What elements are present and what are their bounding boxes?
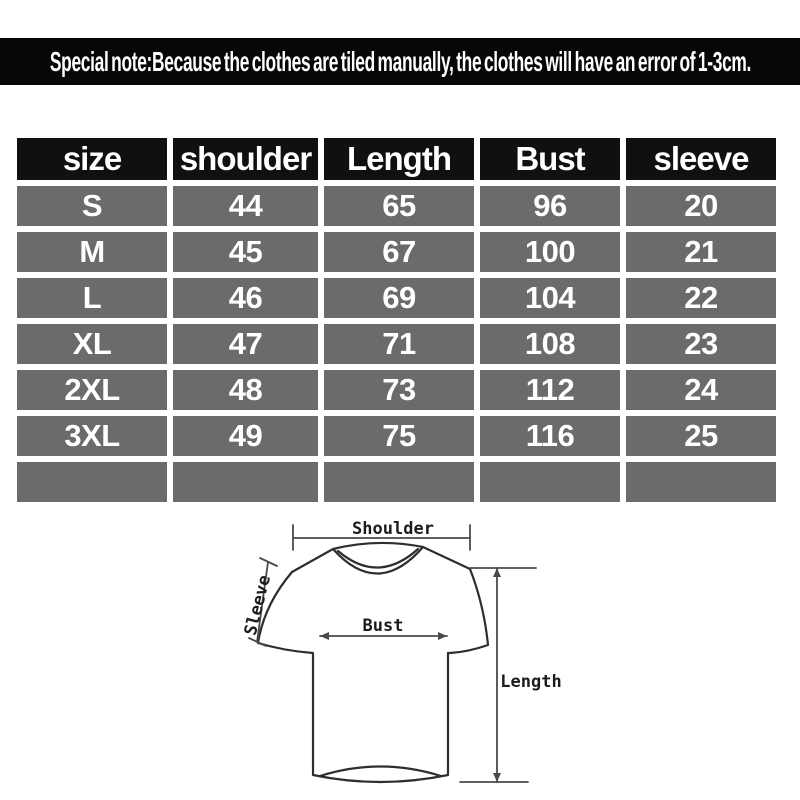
table-row: L 46 69 104 22 — [17, 278, 776, 318]
sleeve-top-tick — [259, 557, 278, 567]
header-sleeve: sleeve — [626, 138, 776, 180]
bust-label: Bust — [363, 616, 404, 636]
sleeve-measure-line — [256, 561, 269, 643]
header-length: Length — [324, 138, 474, 180]
table-row: XL 47 71 108 23 — [17, 324, 776, 364]
cell-bust: 96 — [480, 186, 620, 226]
cell-length: 75 — [324, 416, 474, 456]
cell-empty — [173, 462, 318, 502]
table-row: 2XL 48 73 112 24 — [17, 370, 776, 410]
cell-bust: 108 — [480, 324, 620, 364]
cell-size: 3XL — [17, 416, 167, 456]
special-note-text: Special note:Because the clothes are til… — [49, 45, 751, 77]
cell-shoulder: 47 — [173, 324, 318, 364]
cell-bust: 100 — [480, 232, 620, 272]
header-shoulder: shoulder — [173, 138, 318, 180]
hem-curve-line — [318, 765, 443, 778]
cell-empty — [626, 462, 776, 502]
length-bottom-arrow — [493, 773, 501, 782]
cell-bust: 112 — [480, 370, 620, 410]
cell-size: M — [17, 232, 167, 272]
cell-shoulder: 49 — [173, 416, 318, 456]
cell-length: 67 — [324, 232, 474, 272]
cell-sleeve: 24 — [626, 370, 776, 410]
cell-shoulder: 48 — [173, 370, 318, 410]
cell-length: 65 — [324, 186, 474, 226]
cell-length: 71 — [324, 324, 474, 364]
cell-size: L — [17, 278, 167, 318]
table-row: S 44 65 96 20 — [17, 186, 776, 226]
header-bust: Bust — [480, 138, 620, 180]
cell-size: 2XL — [17, 370, 167, 410]
sleeve-bottom-tick — [248, 637, 267, 647]
table-row: M 45 67 100 21 — [17, 232, 776, 272]
cell-empty — [17, 462, 167, 502]
cell-shoulder: 46 — [173, 278, 318, 318]
cell-size: XL — [17, 324, 167, 364]
cell-empty — [324, 462, 474, 502]
table-row: 3XL 49 75 116 25 — [17, 416, 776, 456]
cell-shoulder: 44 — [173, 186, 318, 226]
tshirt-measurement-diagram: Shoulder Sleeve Bust Length — [241, 519, 562, 784]
length-label: Length — [500, 672, 561, 692]
tshirt-outline — [256, 541, 490, 784]
cell-empty — [480, 462, 620, 502]
header-size: size — [17, 138, 167, 180]
collar-outer-line — [331, 545, 425, 575]
cell-bust: 116 — [480, 416, 620, 456]
size-chart-table: size shoulder Length Bust sleeve S 44 65… — [11, 132, 782, 508]
cell-sleeve: 21 — [626, 232, 776, 272]
length-top-arrow — [493, 568, 501, 577]
cell-sleeve: 22 — [626, 278, 776, 318]
cell-size: S — [17, 186, 167, 226]
special-note-banner: Special note:Because the clothes are til… — [0, 38, 800, 85]
cell-sleeve: 20 — [626, 186, 776, 226]
bust-right-arrow — [438, 632, 447, 640]
table-empty-row — [17, 462, 776, 502]
cell-sleeve: 23 — [626, 324, 776, 364]
shoulder-label: Shoulder — [352, 519, 434, 539]
measurement-lines — [248, 524, 537, 783]
collar-inner-line — [336, 547, 420, 569]
cell-sleeve: 25 — [626, 416, 776, 456]
cell-length: 69 — [324, 278, 474, 318]
cell-length: 73 — [324, 370, 474, 410]
cell-shoulder: 45 — [173, 232, 318, 272]
table-header-row: size shoulder Length Bust sleeve — [17, 138, 776, 180]
bust-left-arrow — [320, 632, 329, 640]
cell-bust: 104 — [480, 278, 620, 318]
measurement-arrowheads — [320, 568, 501, 782]
